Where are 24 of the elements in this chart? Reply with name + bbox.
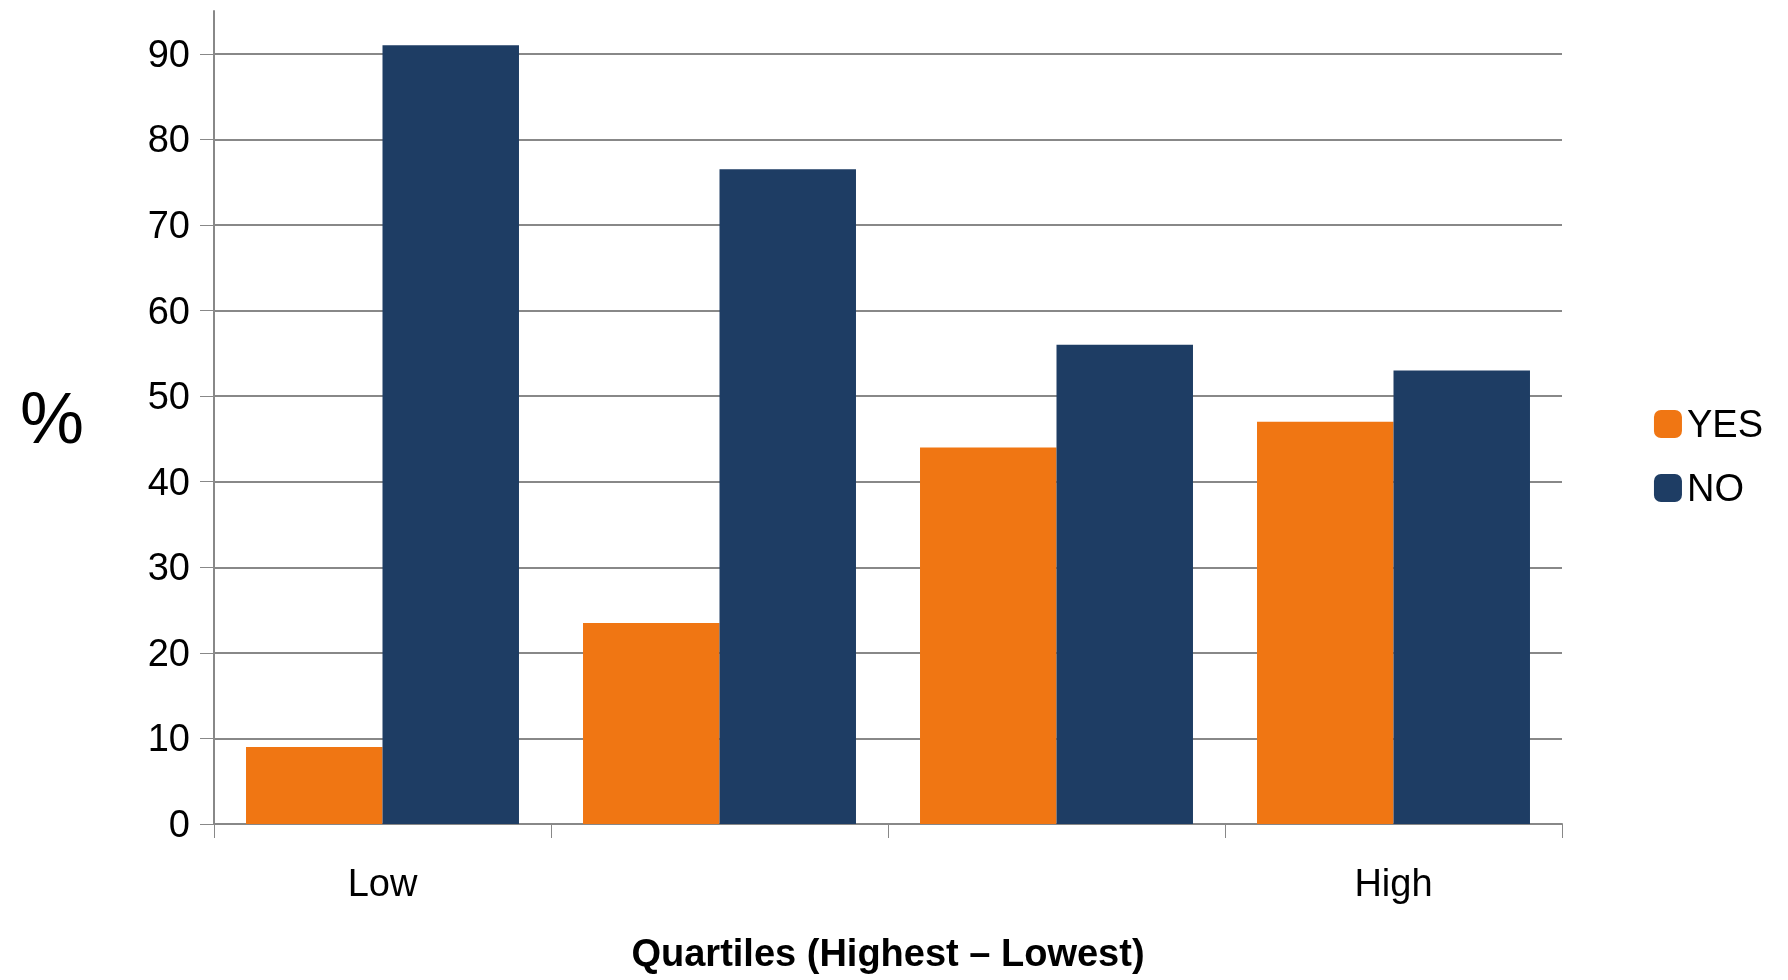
x-tick-label: High (1354, 862, 1433, 904)
y-tick-label: 0 (168, 803, 190, 845)
bar (246, 746, 383, 824)
bar (1393, 370, 1530, 824)
legend-label: NO (1686, 467, 1744, 509)
x-axis-title: Quartiles (Highest – Lowest) (631, 932, 1145, 974)
y-axis-title: % (19, 377, 84, 458)
y-tick-label: 90 (147, 32, 190, 75)
y-tick-label: 10 (147, 717, 190, 760)
bar (920, 447, 1057, 824)
x-tick-label: Low (347, 862, 418, 904)
y-tick-label: 50 (147, 375, 190, 418)
bar (1257, 421, 1394, 824)
y-tick-label: 80 (147, 118, 190, 161)
y-tick-label: 30 (147, 546, 190, 589)
bar (382, 45, 519, 824)
bar (583, 622, 720, 824)
bar (719, 169, 856, 824)
legend-label: YES (1686, 403, 1764, 445)
y-tick-label: 20 (147, 631, 190, 674)
y-tick-label: 40 (147, 460, 190, 503)
y-tick-label: 60 (147, 289, 190, 332)
bar (1056, 344, 1193, 824)
y-tick-label: 70 (147, 203, 190, 246)
